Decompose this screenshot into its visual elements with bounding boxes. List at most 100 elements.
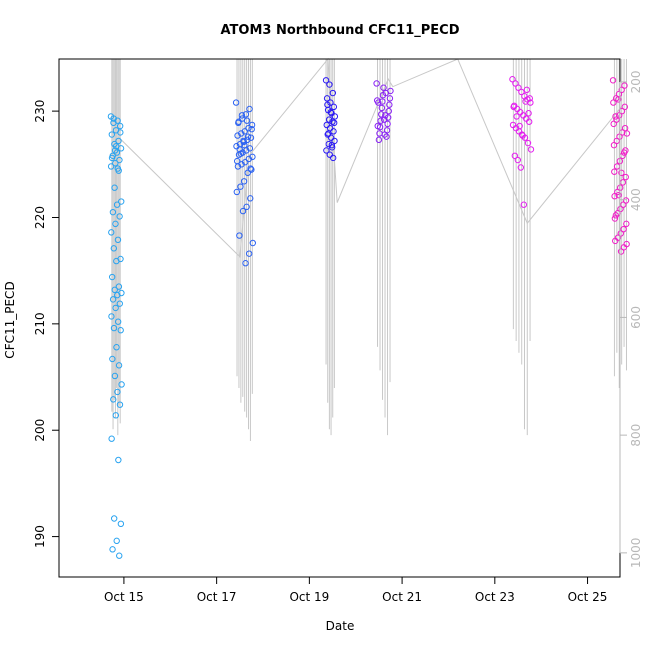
point-s1-45 [240,137,247,145]
point-s0-48 [114,388,121,396]
point-s4-26 [510,103,517,111]
point-s0-22 [113,201,121,208]
point-s3-11 [377,117,384,124]
point-s4-1 [512,80,519,87]
point-s2-5 [330,103,338,111]
point-s5-44 [615,191,622,199]
transit-path-line [118,57,623,258]
point-s0-56 [113,537,120,545]
point-s0-23 [109,208,117,216]
point-s0-52 [108,435,115,442]
point-s5-5 [610,99,617,106]
x-tick-label-5: Oct 25 [568,590,608,604]
point-s3-1 [380,84,387,91]
x-tick-label-3: Oct 21 [382,590,422,604]
point-s0-54 [110,515,118,522]
point-s5-31 [623,220,630,228]
point-s5-35 [612,237,619,245]
x-tick-label-4: Oct 23 [475,590,515,604]
y-tick-label-0: 190 [33,525,47,548]
point-s3-20 [382,112,389,119]
point-s0-43 [113,344,120,351]
point-s0-11 [116,156,123,164]
point-s5-21 [622,173,629,181]
point-s4-19 [527,146,535,153]
point-s4-12 [525,118,533,125]
point-s1-44 [243,117,251,124]
point-s5-0 [609,77,617,84]
point-s0-41 [110,324,118,332]
point-s4-20 [511,152,519,159]
point-s3-4 [386,95,394,102]
point-s1-26 [240,178,248,185]
point-s5-20 [611,168,618,175]
point-s0-37 [116,300,123,307]
point-s1-32 [236,232,243,239]
point-s0-5 [108,131,116,138]
y2-tick-label-3: 800 [629,424,643,447]
point-s1-34 [245,250,253,257]
point-s0-49 [110,396,117,403]
point-s5-30 [611,215,619,222]
point-s1-6 [245,124,252,132]
point-s4-25 [526,95,533,102]
point-s5-39 [615,96,622,103]
point-s2-17 [325,140,332,148]
point-s0-17 [112,143,120,150]
point-s2-24 [330,119,338,127]
point-s3-23 [373,97,381,104]
point-s1-29 [247,195,254,202]
point-s0-15 [110,115,117,122]
point-s5-10 [610,120,617,128]
point-s0-38 [112,304,119,312]
point-s1-43 [247,165,254,172]
point-s0-16 [117,129,124,136]
point-s0-59 [111,147,119,154]
point-s0-24 [116,213,123,220]
x-axis-label: Date [326,619,355,633]
point-s1-41 [237,150,245,157]
point-s0-26 [108,229,115,236]
point-s1-30 [243,203,250,211]
point-s1-35 [242,260,249,267]
point-s5-15 [610,141,618,149]
point-s2-11 [323,121,330,129]
chart-title: ATOM3 Northbound CFC11_PECD [220,23,459,38]
point-s4-29 [519,132,526,139]
point-s1-31 [239,207,247,215]
profile-curtains [111,59,627,442]
point-s0-57 [109,546,116,553]
point-s4-3 [518,88,525,96]
point-s0-2 [110,119,117,127]
point-s0-51 [112,412,120,419]
point-s2-25 [325,130,332,137]
point-s0-19 [115,167,122,174]
point-s0-21 [118,198,125,205]
point-s1-28 [233,188,241,196]
point-s1-2 [242,111,250,118]
point-s3-12 [384,120,391,128]
point-s0-32 [115,283,123,290]
transit-path [118,57,623,258]
axes: Oct 15 Oct 17 Oct 19 Oct 21 Oct 23 Oct 25 190 2… [33,71,643,604]
point-s0-50 [116,401,124,408]
point-s4-22 [517,164,525,171]
point-s2-14 [324,131,331,138]
point-s5-41 [623,130,631,137]
x-tick-label-2: Oct 19 [289,590,329,604]
point-s3-18 [382,89,390,97]
point-s0-39 [108,313,115,320]
y2-tick-label-1: 400 [629,188,643,211]
point-s0-35 [114,291,121,299]
point-s2-26 [328,141,336,149]
point-s1-0 [232,99,240,106]
point-s2-21 [329,154,337,162]
point-s4-27 [513,113,520,120]
point-s2-19 [323,147,330,154]
y-tick-label-3: 220 [33,206,47,229]
point-s4-21 [514,156,522,164]
point-s1-36 [238,112,246,119]
point-s0-36 [109,296,117,303]
point-s0-33 [111,286,118,294]
y-axis-label: CFC11_PECD [3,281,17,358]
